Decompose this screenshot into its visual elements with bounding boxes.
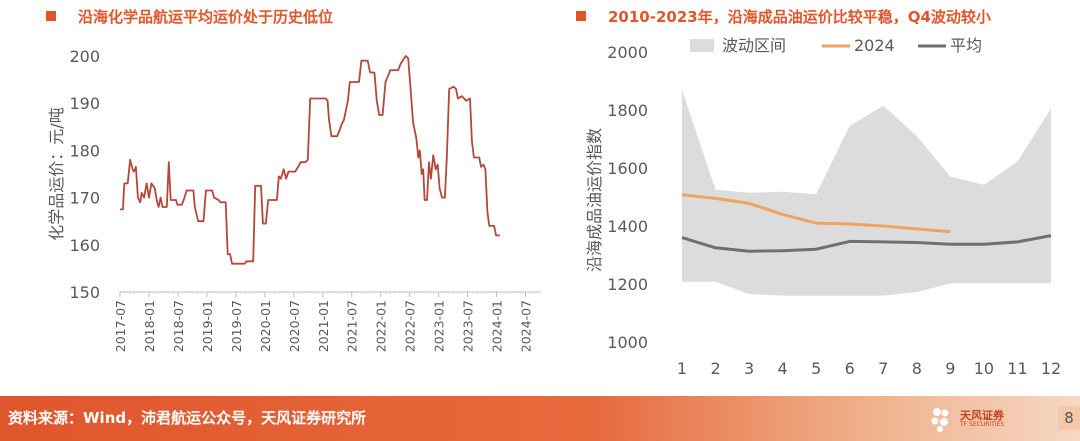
right-panel-title: 2010-2023年，沿海成品油运价比较平稳，Q4波动较小 xyxy=(576,4,991,28)
logo-text-cn: 天风证券 xyxy=(960,408,1004,422)
legend-swatch-band xyxy=(690,39,714,52)
y-tick-label: 1400 xyxy=(607,217,648,236)
x-tick-label: 3 xyxy=(744,359,754,378)
y-tick-label: 160 xyxy=(69,236,100,255)
x-tick-label: 2021-07 xyxy=(345,300,360,352)
y-axis-label: 化学品运价：元/吨 xyxy=(47,107,66,240)
x-tick-label: 4 xyxy=(778,359,788,378)
source-note: 资料来源：Wind，沛君航运公众号，天风证券研究所 xyxy=(8,409,367,427)
x-tick-label: 2 xyxy=(710,359,720,378)
freight-rate-line xyxy=(120,55,500,265)
x-tick-label: 9 xyxy=(945,359,955,378)
y-tick-label: 1000 xyxy=(607,333,648,352)
logo-text-en: TF SECURITIES xyxy=(960,420,1005,428)
y-tick-label: 1200 xyxy=(607,275,648,294)
x-tick-label: 7 xyxy=(878,359,888,378)
series-line-average xyxy=(681,234,1052,253)
x-tick-label: 2017-07 xyxy=(113,300,128,352)
x-tick-label: 12 xyxy=(1041,359,1061,378)
x-tick-label: 2023-01 xyxy=(432,300,447,352)
y-tick-label: 180 xyxy=(69,141,100,160)
x-tick-label: 1 xyxy=(677,359,687,378)
right-panel-title-text: 2010-2023年，沿海成品油运价比较平稳，Q4波动较小 xyxy=(608,7,991,26)
x-tick-label: 2020-07 xyxy=(287,300,302,352)
legend-label-2024: 2024 xyxy=(854,36,895,55)
y-axis-label: 沿海成品油运价指数 xyxy=(585,128,604,272)
chemical-freight-line-chart: 150 160 170 180 190 200 化学品运价：元/吨 2017-07 2018-0… xyxy=(47,47,541,352)
y-tick-label: 1600 xyxy=(607,159,648,178)
x-tick-label: 5 xyxy=(811,359,821,378)
title-marker-square xyxy=(576,11,586,21)
left-panel-title: 沿海化学品航运平均运价处于历史低位 xyxy=(46,4,333,28)
x-tick-label: 2021-01 xyxy=(316,300,331,352)
x-tick-label: 11 xyxy=(1007,359,1027,378)
x-tick-label: 6 xyxy=(845,359,855,378)
y-tick-label: 170 xyxy=(69,189,100,208)
brand-logo: 天风证券 TF SECURITIES xyxy=(928,402,1048,436)
legend-label-band: 波动区间 xyxy=(722,36,786,55)
legend-label-average: 平均 xyxy=(950,36,982,55)
x-tick-label: 2024-07 xyxy=(519,300,534,352)
logo-mark-icon xyxy=(931,408,949,432)
volatility-band-area xyxy=(682,89,1051,296)
y-tick-label: 200 xyxy=(69,47,100,66)
x-tick-label: 2018-01 xyxy=(142,300,157,352)
y-tick-label: 150 xyxy=(69,283,100,302)
series-line-2024 xyxy=(681,193,951,234)
x-tick-label: 2020-01 xyxy=(258,300,273,352)
x-tick-label: 2022-07 xyxy=(403,300,418,352)
x-tick-label: 2019-01 xyxy=(200,300,215,352)
x-tick-label: 2023-07 xyxy=(461,300,476,352)
footer-bar: 资料来源：Wind，沛君航运公众号，天风证券研究所 天风证券 TF SECURI… xyxy=(0,396,1080,441)
x-tick-label: 2019-07 xyxy=(229,300,244,352)
x-tick-label: 10 xyxy=(974,359,994,378)
x-tick-label: 8 xyxy=(912,359,922,378)
chart-legend: 波动区间 2024 平均 xyxy=(690,36,982,55)
x-tick-label: 2018-07 xyxy=(171,300,186,352)
x-tick-label: 2024-01 xyxy=(490,300,505,352)
y-tick-label: 2000 xyxy=(607,43,648,62)
left-panel-title-text: 沿海化学品航运平均运价处于历史低位 xyxy=(78,7,334,26)
title-marker-square xyxy=(46,11,56,21)
y-tick-label: 190 xyxy=(69,94,100,113)
page-number: 8 xyxy=(1058,406,1080,430)
y-tick-label: 1800 xyxy=(607,101,648,120)
x-tick-label: 2022-01 xyxy=(374,300,389,352)
